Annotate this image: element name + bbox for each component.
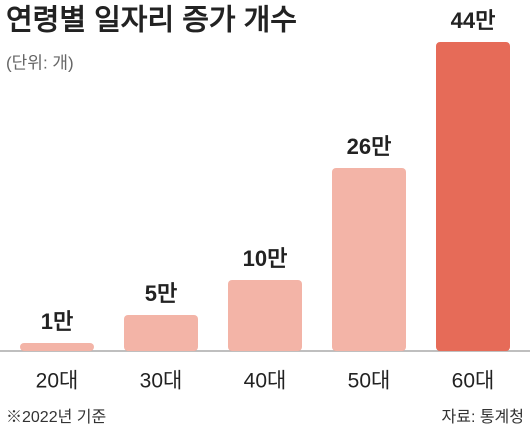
value-label: 1만 — [41, 309, 73, 334]
bar — [124, 315, 198, 351]
value-label: 44만 — [451, 8, 496, 33]
bar — [228, 280, 302, 351]
value-label: 26만 — [347, 134, 392, 159]
value-label: 10만 — [243, 246, 288, 271]
x-tick-label: 60대 — [452, 370, 495, 393]
value-label: 5만 — [145, 281, 177, 306]
bar — [332, 168, 406, 351]
x-tick-label: 20대 — [36, 370, 79, 393]
chart-title: 연령별 일자리 증가 개수 — [6, 4, 297, 37]
source: 자료: 통계청 — [442, 408, 525, 426]
bar — [436, 42, 510, 351]
bar — [20, 343, 94, 351]
x-tick-label: 50대 — [348, 370, 391, 393]
note: ※2022년 기준 — [6, 408, 106, 426]
x-tick-label: 40대 — [244, 370, 287, 393]
x-tick-label: 30대 — [140, 370, 183, 393]
chart-subtitle: (단위: 개) — [6, 53, 74, 72]
